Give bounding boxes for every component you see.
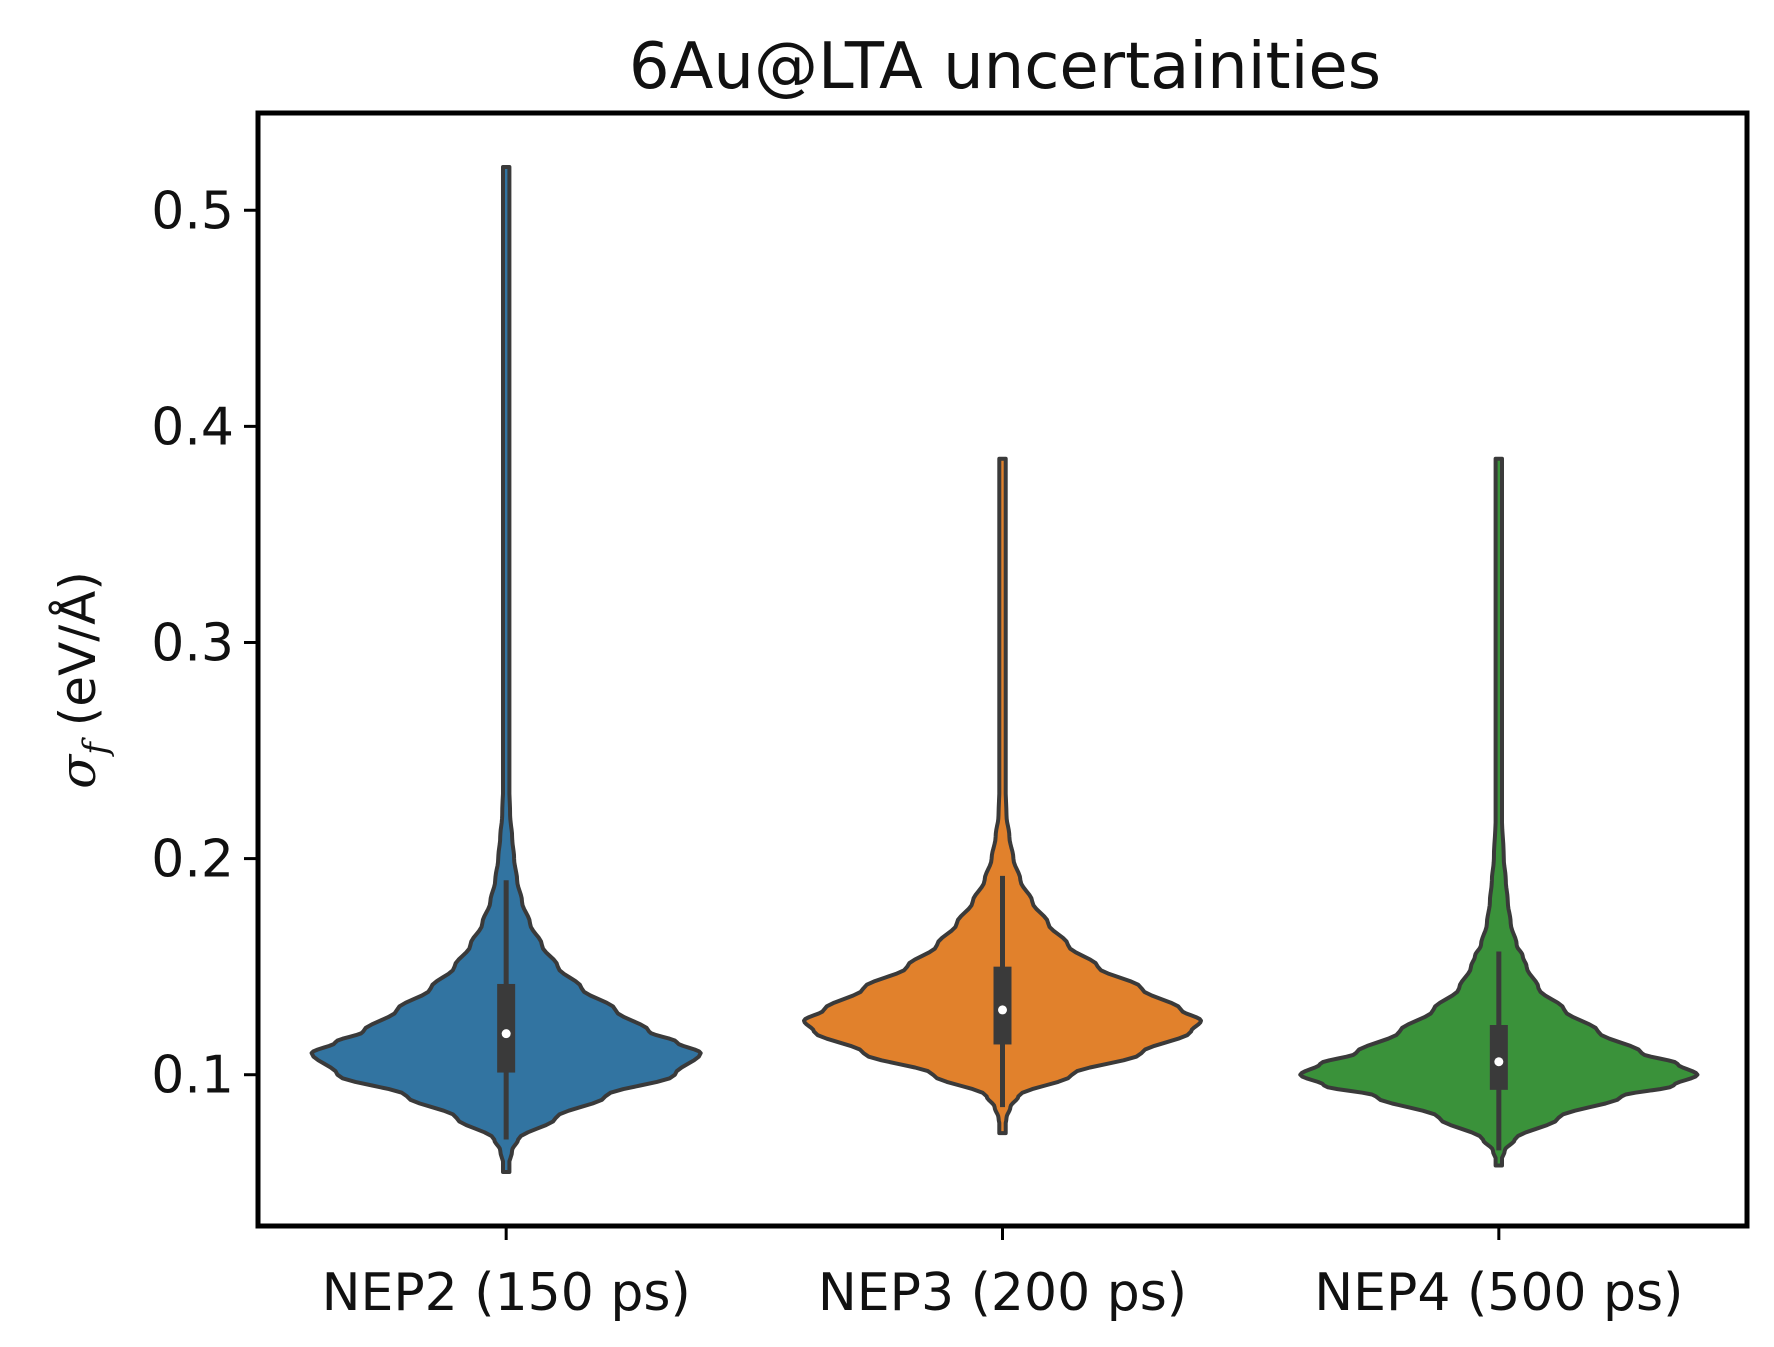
- x-tick-label-1: NEP3 (200 ps): [818, 1263, 1187, 1323]
- x-tick-label-0: NEP2 (150 ps): [322, 1263, 691, 1323]
- x-axis-ticks: NEP2 (150 ps) NEP3 (200 ps) NEP4 (500 ps): [322, 1226, 1683, 1323]
- violin-median-dot-1: [998, 1005, 1007, 1015]
- violin-median-dot-0: [501, 1029, 511, 1039]
- y-tick-label-1: 0.2: [151, 830, 234, 890]
- violin-median-dot-2: [1494, 1057, 1504, 1067]
- y-tick-label-3: 0.4: [151, 397, 234, 457]
- y-tick-label-0: 0.1: [151, 1046, 234, 1106]
- y-tick-label-4: 0.5: [151, 181, 234, 241]
- plot-frame: [255, 110, 1750, 1229]
- violin-body-1: [802, 456, 1203, 1136]
- violin-iqr-box-0: [497, 983, 516, 1073]
- y-axis-label-symbol: σ: [49, 753, 107, 789]
- y-tick-label-2: 0.3: [151, 613, 234, 673]
- chart-title: 6Au@LTA uncertainities: [629, 30, 1381, 104]
- y-axis-label: σf (eV/Å): [49, 571, 116, 789]
- violin-body-0: [309, 165, 703, 1174]
- x-tick-label-2: NEP4 (500 ps): [1314, 1263, 1683, 1323]
- y-axis-ticks: 0.1 0.2 0.3 0.4 0.5: [151, 181, 258, 1106]
- y-axis-label-unit: (eV/Å): [49, 571, 107, 742]
- violin-body-2: [1298, 456, 1700, 1168]
- violins-layer: [309, 165, 1700, 1174]
